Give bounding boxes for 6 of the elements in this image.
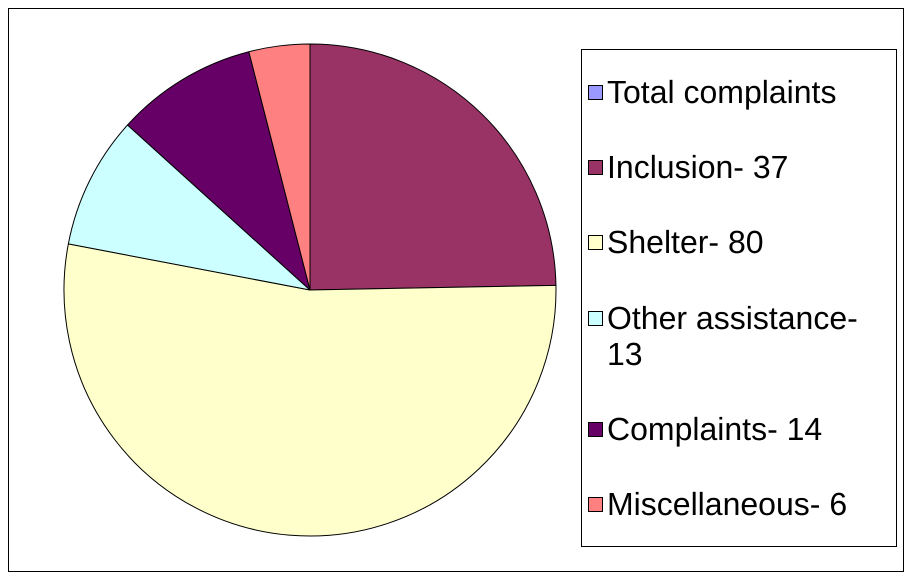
legend-label: Total complaints	[607, 74, 836, 110]
legend-label: Complaints- 14	[607, 410, 822, 447]
legend-label: Inclusion- 37	[607, 148, 788, 185]
legend-label: Other assistance- 13	[607, 300, 859, 372]
legend-label: Miscellaneous- 6	[607, 486, 848, 522]
legend-label: Shelter- 80	[607, 224, 764, 260]
